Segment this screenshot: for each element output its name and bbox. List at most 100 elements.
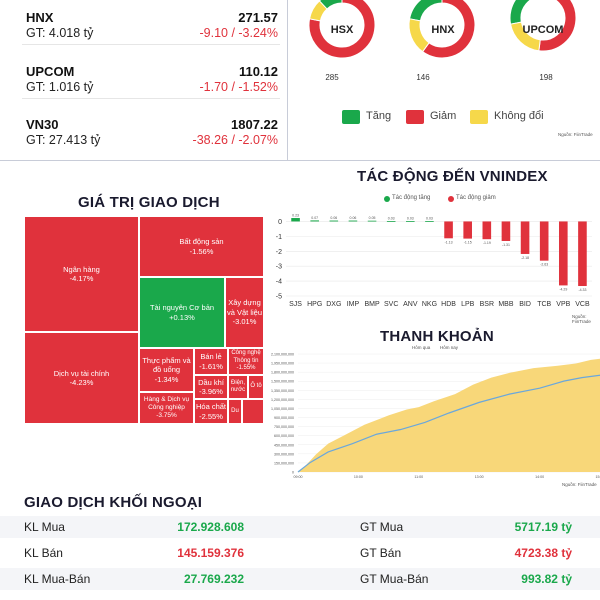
donut-upcom	[509, 0, 577, 52]
foreign-value: 5717.19 tỷ	[514, 520, 572, 534]
index-card-vn30: VN30 1807.22 GT: 27.413 tỷ -38.26 / -2.0…	[22, 117, 280, 151]
impact-x-tick: IMP	[347, 301, 360, 308]
liquidity-title: THANH KHOẢN	[380, 328, 494, 345]
index-change: -38.26 / -2.07%	[192, 133, 278, 147]
liquidity-x-tick: 09:00	[294, 475, 303, 479]
liquidity-x-tick: 13:00	[475, 475, 484, 479]
impact-bar	[463, 221, 472, 239]
impact-y-tick: -3	[276, 264, 282, 271]
foreign-label: GT Mua	[360, 520, 404, 534]
impact-bar	[444, 221, 453, 239]
impact-bar-label: 0.03	[426, 217, 433, 221]
foreign-row: KL Mua-Bán 27.769.232 GT Mua-Bán 993.82 tỷ	[0, 568, 600, 590]
impact-bar-label: 0.07	[311, 216, 318, 220]
donut-slice-yellow	[308, 0, 328, 22]
impact-bar	[291, 218, 300, 222]
impact-bar	[578, 221, 587, 287]
liquidity-y-tick: 750,000,000	[274, 425, 294, 429]
impact-bar-label: -1.31	[502, 243, 510, 247]
impact-x-tick: SVC	[384, 301, 398, 308]
impact-bar-label: 0.05	[369, 216, 376, 220]
liquidity-y-tick: 0	[292, 471, 294, 475]
impact-bar	[386, 221, 396, 222]
impact-bar	[310, 220, 319, 222]
treemap-cell: Ngân hàng -4.17%	[24, 216, 139, 332]
donut-hsx	[308, 0, 376, 59]
index-trade-value: GT: 4.018 tỷ	[26, 26, 94, 40]
donut-hole	[321, 4, 363, 46]
treemap-cell: Hàng & Dịch vụ Công nghiệp -3.75%	[139, 392, 194, 424]
breadth-source: Nguồn: FiinTrade	[558, 132, 593, 137]
donut-hole	[421, 4, 463, 46]
trade-value-title: GIÁ TRỊ GIAO DỊCH	[78, 194, 220, 211]
foreign-row: KL Bán 145.159.376 GT Bán 4723.38 tỷ	[0, 542, 600, 564]
donut-slice-green	[408, 0, 443, 22]
index-trade-value: GT: 27.413 tỷ	[26, 133, 101, 147]
legend-up-label: Tăng	[366, 110, 392, 122]
donut-count-hsx: 285	[325, 73, 339, 82]
liquidity-y-tick: 1,350,000,000	[271, 389, 294, 393]
impact-source: Nguồn: FiinTrade	[572, 314, 591, 324]
liquidity-y-tick: 600,000,000	[274, 434, 294, 438]
impact-bar-label: -2.18	[521, 256, 529, 260]
legend-down-label: Giảm	[430, 110, 457, 122]
donut-hole	[522, 0, 564, 39]
liquidity-y-tick: 300,000,000	[274, 452, 294, 456]
impact-bar-label: 0.23	[292, 214, 299, 218]
foreign-label: GT Mua-Bán	[360, 572, 429, 586]
impact-bar-label: -1.13	[445, 240, 453, 244]
impact-bar	[406, 221, 415, 222]
index-value: 1807.22	[231, 117, 278, 132]
index-name: HNX	[26, 10, 54, 25]
donut-slice-green	[509, 0, 532, 25]
impact-x-tick: TCB	[537, 301, 551, 308]
liquidity-y-tick: 150,000,000	[274, 461, 294, 465]
liquidity-legend-1: Hôm qua	[412, 345, 431, 350]
donut-slice-yellow	[509, 21, 541, 52]
treemap-cell: Công nghệ Thông tin -1.55%	[228, 348, 264, 375]
impact-x-tick: MBB	[498, 301, 514, 308]
impact-bar	[482, 221, 492, 240]
liquidity-legend-2: Hôm nay	[440, 345, 459, 350]
impact-x-tick: SJS	[289, 301, 302, 308]
liquidity-chart: 2,100,000,000 1,950,000,000 1,800,000,000 1…	[271, 353, 600, 479]
liquidity-x-tick: 11:00	[414, 475, 423, 479]
impact-bar-label: -4.33	[578, 288, 586, 292]
legend-flat-swatch	[470, 110, 488, 124]
foreign-label: KL Bán	[24, 546, 63, 560]
impact-bar-label: 0.03	[388, 217, 395, 221]
foreign-label: KL Mua-Bán	[24, 572, 91, 586]
impact-x-tick: BMP	[364, 301, 380, 308]
liquidity-y-tick: 900,000,000	[274, 416, 294, 420]
impact-title: TÁC ĐỘNG ĐẾN VNINDEX	[357, 168, 548, 185]
donut-count-hnx: 146	[416, 73, 430, 82]
donut-label-upcom: UPCOM	[522, 24, 564, 36]
treemap-cell: Tài nguyên Cơ bản +0.13%	[139, 277, 225, 348]
impact-bar	[520, 221, 530, 254]
liquidity-y-tick: 1,200,000,000	[271, 398, 294, 402]
treemap: Ngân hàng -4.17% Bất động sản -1.56% Tài n…	[24, 216, 264, 424]
impact-y-tick: -5	[276, 294, 282, 301]
impact-legend-up: Tác động tăng	[392, 195, 431, 201]
impact-x-tick: BID	[519, 301, 531, 308]
treemap-cell: Dầu khí -3.96%	[194, 375, 228, 399]
treemap-cell: Dịch vụ tài chính -4.23%	[24, 332, 139, 424]
liquidity-y-tick: 1,500,000,000	[271, 380, 294, 384]
impact-bar-label: -2.63	[540, 263, 548, 267]
impact-y-tick: -4	[276, 279, 282, 286]
foreign-label: KL Mua	[24, 520, 65, 534]
index-change: -1.70 / -1.52%	[199, 80, 278, 94]
treemap-cell	[242, 399, 264, 424]
impact-y-tick: 0	[278, 219, 282, 226]
impact-legend-up-dot	[384, 196, 390, 202]
liquidity-x-tick: 15:00	[596, 475, 600, 479]
impact-bar	[559, 221, 568, 286]
treemap-cell: Xây dựng và Vật liệu -3.01%	[225, 277, 264, 348]
index-value: 271.57	[238, 10, 278, 25]
impact-bar	[348, 220, 358, 222]
legend-down-swatch	[406, 110, 424, 124]
impact-bar	[367, 220, 377, 222]
liquidity-y-tick: 1,050,000,000	[271, 407, 294, 411]
legend-flat-label: Không đổi	[494, 110, 544, 122]
treemap-cell: Điện, nước	[228, 375, 248, 399]
